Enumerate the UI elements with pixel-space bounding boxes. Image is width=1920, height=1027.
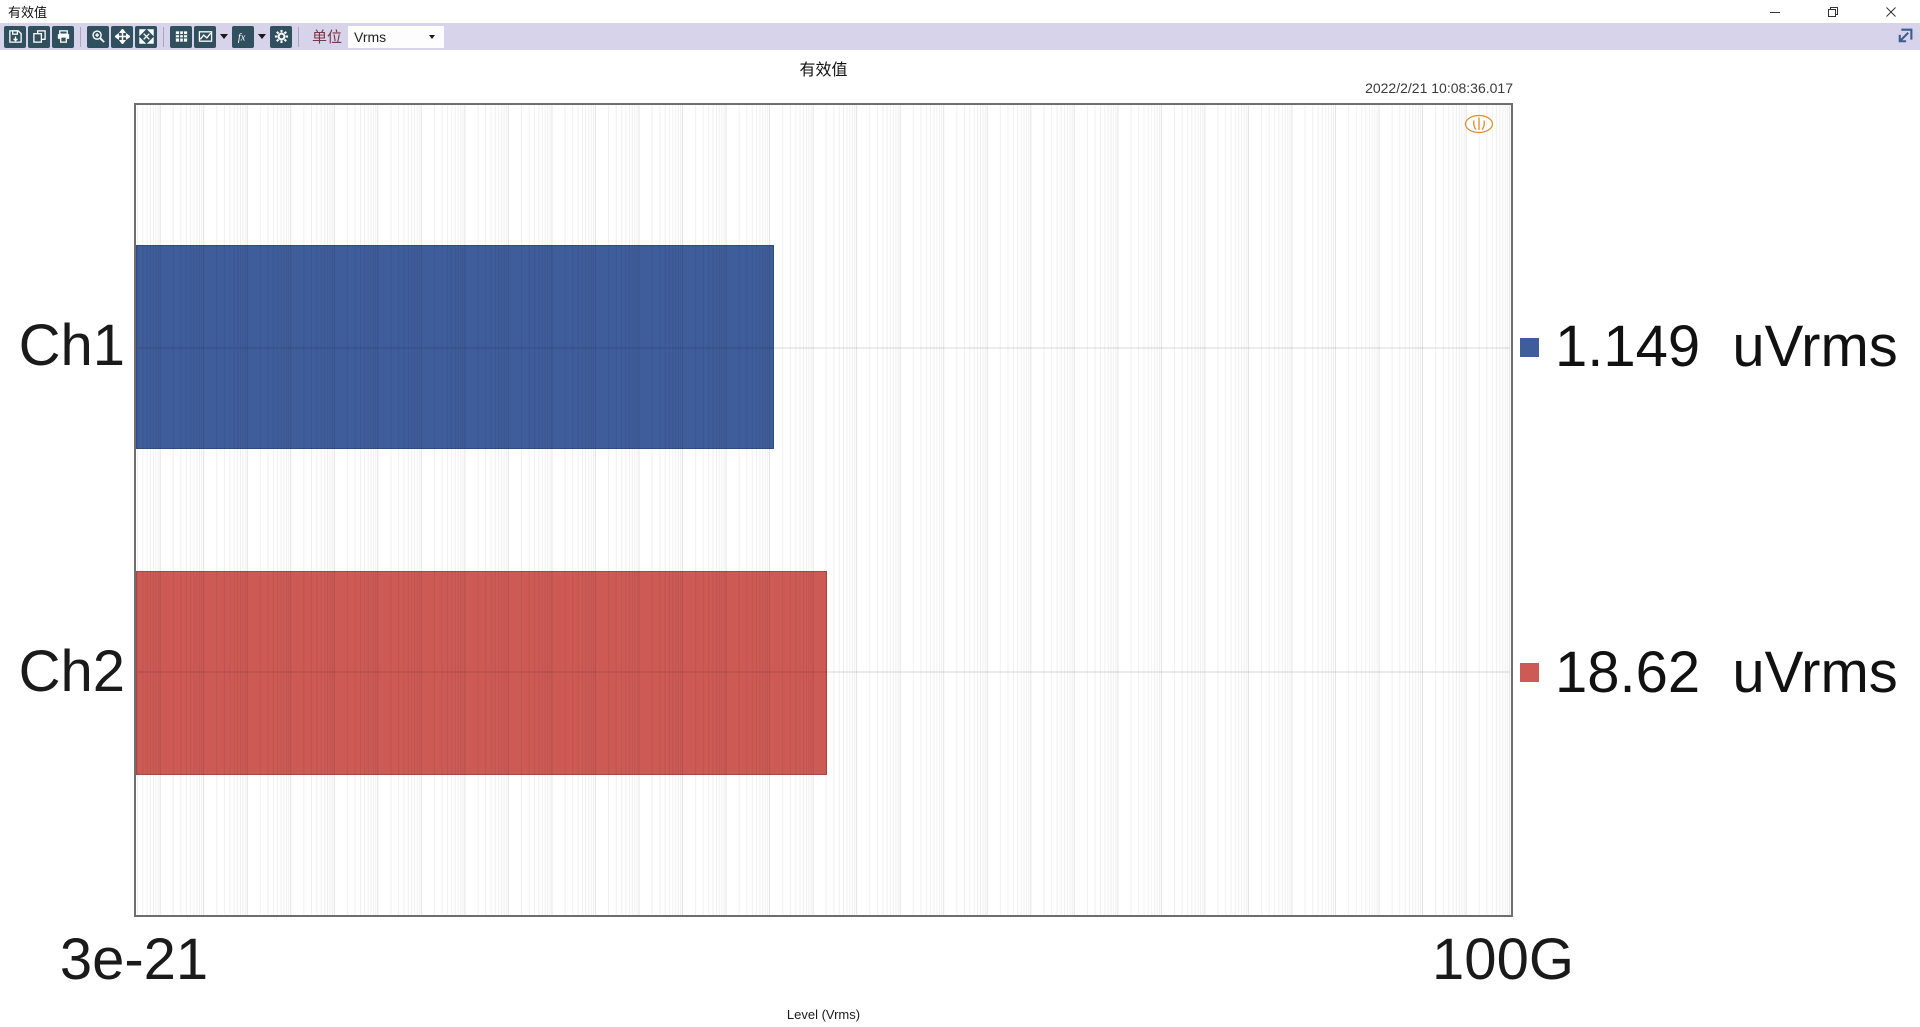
legend-item-ch1: 1.149 uVrms [1520,318,1898,376]
timestamp: 2022/2/21 10:08:36.017 [1365,80,1513,96]
toolbar: fx 单位 Vrms [0,23,1920,50]
settings-icon[interactable] [270,25,292,48]
plot-area[interactable] [134,103,1513,917]
dropdown-caret-icon[interactable] [220,34,228,39]
window-controls [1746,0,1920,23]
legend-marker-icon [1520,663,1539,683]
minimize-button[interactable] [1746,0,1804,23]
close-button[interactable] [1862,0,1920,23]
chart-title: 有效值 [799,62,848,79]
copy-icon[interactable] [28,25,50,48]
bar-ch2 [136,571,827,776]
x-axis-label: Level (Vrms) [786,1007,861,1022]
unit-select[interactable]: Vrms [348,25,445,48]
table-icon[interactable] [170,25,192,48]
dock-panel-icon[interactable] [1895,27,1914,46]
titlebar: 有效值 [0,0,1920,23]
legend-value: 18.62 uVrms [1555,639,1898,705]
toolbar-separator [163,26,164,47]
zoom-in-icon[interactable] [87,25,109,48]
window-title: 有效值 [8,5,48,20]
unit-select-value: Vrms [354,28,387,45]
toolbar-separator [298,26,299,47]
legend-item-ch2: 18.62 uVrms [1520,639,1898,705]
bar-ch1 [136,245,774,450]
pan-icon[interactable] [111,25,133,48]
combo-caret-icon [429,34,436,39]
legend-marker-icon [1520,337,1539,357]
chart-type-icon[interactable] [194,25,216,48]
x-tick-min: 3e-21 [59,927,209,992]
brand-logo-icon [1463,113,1495,140]
print-icon[interactable] [52,25,74,48]
legend-value: 1.149 uVrms [1555,314,1898,380]
save-icon[interactable] [4,25,26,48]
toolbar-separator [80,26,81,47]
x-tick-max: 100G [1432,927,1574,992]
restore-button[interactable] [1804,0,1862,23]
svg-text:fx: fx [237,32,245,43]
category-label-ch2: Ch2 [18,638,125,704]
fit-screen-icon[interactable] [135,25,157,48]
grid-lines [136,105,1511,915]
function-icon[interactable]: fx [232,25,254,48]
unit-label: 单位 [312,29,343,46]
category-label-ch1: Ch1 [18,313,125,379]
dropdown-caret-icon[interactable] [258,34,266,39]
